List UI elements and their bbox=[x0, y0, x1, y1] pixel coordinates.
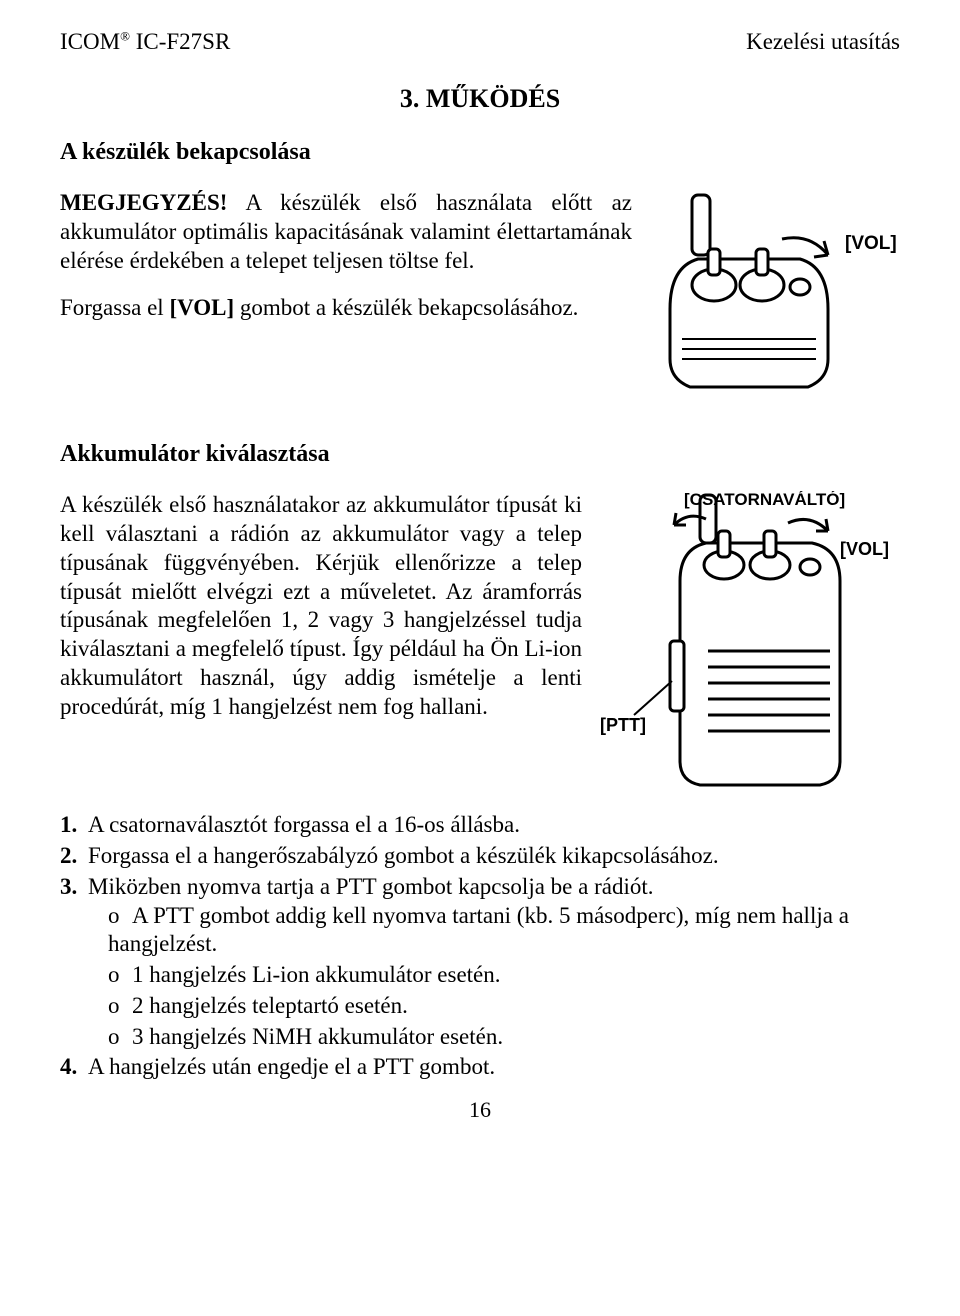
registered-mark: ® bbox=[120, 28, 130, 43]
list-item-1: 1.A csatornaválasztót forgassa el a 16-o… bbox=[60, 811, 900, 840]
fig2-ptt-label: [PTT] bbox=[600, 715, 646, 735]
list-item-4: 4.A hangjelzés után engedje el a PTT gom… bbox=[60, 1053, 900, 1082]
page-header: ICOM® IC-F27SR Kezelési utasítás bbox=[60, 28, 900, 57]
acc-paragraph: A készülék első használatakor az akkumul… bbox=[60, 491, 582, 721]
list-item-3d: 3 hangjelzés NiMH akkumulátor esetén. bbox=[108, 1023, 900, 1052]
radio-top-icon: [VOL] bbox=[650, 189, 900, 419]
page-number: 16 bbox=[60, 1096, 900, 1124]
brand: ICOM bbox=[60, 29, 120, 54]
sublist-3: A PTT gombot addig kell nyomva tartani (… bbox=[60, 902, 900, 1052]
fig2-csat-label: [CSATORNAVÁLTÓ] bbox=[684, 491, 845, 509]
figure-1: [VOL] bbox=[650, 189, 900, 419]
list-item-2: 2.Forgassa el a hangerőszabályzó gombot … bbox=[60, 842, 900, 871]
vol-bold: [VOL] bbox=[169, 295, 234, 320]
fig2-vol-label: [VOL] bbox=[840, 539, 889, 559]
list-item-3b: 1 hangjelzés Li-ion akkumulátor esetén. bbox=[108, 961, 900, 990]
list-item-3: 3.Miközben nyomva tartja a PTT gombot ka… bbox=[60, 873, 900, 1052]
header-left: ICOM® IC-F27SR bbox=[60, 28, 230, 57]
model: IC-F27SR bbox=[130, 29, 230, 54]
list-item-3c: 2 hangjelzés teleptartó esetén. bbox=[108, 992, 900, 1021]
acc-column: A készülék első használatakor az akkumul… bbox=[60, 491, 582, 721]
li3c-text: 2 hangjelzés teleptartó esetén. bbox=[132, 993, 408, 1018]
note-paragraph: MEGJEGYZÉS! A készülék első használata e… bbox=[60, 189, 632, 275]
li3b-text: 1 hangjelzés Li-ion akkumulátor esetén. bbox=[132, 962, 501, 987]
li3d-text: 3 hangjelzés NiMH akkumulátor esetén. bbox=[132, 1024, 503, 1049]
note-and-figure-row: MEGJEGYZÉS! A készülék első használata e… bbox=[60, 189, 900, 419]
fig1-vol-label: [VOL] bbox=[845, 233, 897, 254]
header-right: Kezelési utasítás bbox=[746, 28, 900, 57]
subheading-battery-select: Akkumulátor kiválasztása bbox=[60, 439, 900, 469]
li1-text: A csatornaválasztót forgassa el a 16-os … bbox=[88, 812, 520, 837]
li3-text: Miközben nyomva tartja a PTT gombot kapc… bbox=[88, 874, 654, 899]
figure-2: [CSATORNAVÁLTÓ] [VOL] [PTT] bbox=[600, 491, 900, 791]
radio-side-icon: [CSATORNAVÁLTÓ] [VOL] [PTT] bbox=[600, 491, 900, 791]
note-label: MEGJEGYZÉS! bbox=[60, 190, 227, 215]
li3a-text: A PTT gombot addig kell nyomva tartani (… bbox=[108, 903, 849, 957]
li4-text: A hangjelzés után engedje el a PTT gombo… bbox=[88, 1054, 495, 1079]
vol-instruction: Forgassa el [VOL] gombot a készülék beka… bbox=[60, 294, 632, 323]
acc-and-figure-row: A készülék első használatakor az akkumul… bbox=[60, 491, 900, 791]
vol-text-2: gombot a készülék bekapcsolásához. bbox=[234, 295, 578, 320]
li2-text: Forgassa el a hangerőszabályzó gombot a … bbox=[88, 843, 719, 868]
vol-text-1: Forgassa el bbox=[60, 295, 169, 320]
list-item-3a: A PTT gombot addig kell nyomva tartani (… bbox=[108, 902, 900, 960]
note-column: MEGJEGYZÉS! A készülék első használata e… bbox=[60, 189, 632, 340]
section-title: 3. MŰKÖDÉS bbox=[60, 83, 900, 116]
procedure-list: 1.A csatornaválasztót forgassa el a 16-o… bbox=[60, 811, 900, 1082]
subheading-power-on: A készülék bekapcsolása bbox=[60, 137, 900, 167]
